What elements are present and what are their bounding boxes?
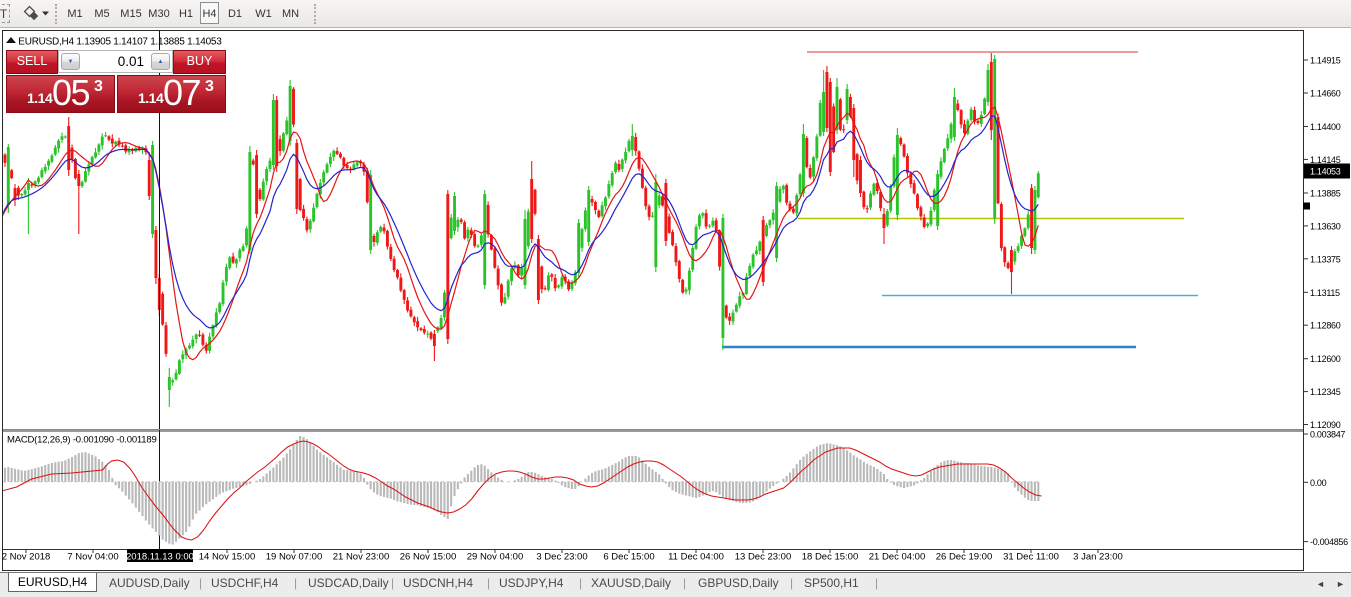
svg-text:1.12600: 1.12600: [1310, 354, 1341, 364]
svg-text:26 Dec 19:00: 26 Dec 19:00: [936, 552, 993, 563]
svg-text:MACD(12,26,9) -0.001090 -0.001: MACD(12,26,9) -0.001090 -0.001189: [7, 435, 157, 446]
svg-text:18 Dec 15:00: 18 Dec 15:00: [802, 552, 859, 563]
svg-text:29 Nov 04:00: 29 Nov 04:00: [467, 552, 524, 563]
svg-text:14 Nov 15:00: 14 Nov 15:00: [199, 552, 256, 563]
svg-text:6 Dec 15:00: 6 Dec 15:00: [603, 552, 654, 563]
svg-text:3 Jan 23:00: 3 Jan 23:00: [1073, 552, 1123, 563]
svg-text:2018.11.13 0:00: 2018.11.13 0:00: [126, 552, 194, 563]
svg-text:1.14145: 1.14145: [1310, 155, 1341, 165]
svg-text:0.003847: 0.003847: [1310, 430, 1345, 440]
svg-text:1.13375: 1.13375: [1310, 254, 1341, 264]
svg-text:1.14400: 1.14400: [1310, 122, 1341, 132]
svg-text:13 Dec 23:00: 13 Dec 23:00: [735, 552, 792, 563]
svg-text:7 Nov 04:00: 7 Nov 04:00: [67, 552, 118, 563]
svg-text:21 Dec 04:00: 21 Dec 04:00: [869, 552, 926, 563]
svg-text:3 Dec 23:00: 3 Dec 23:00: [536, 552, 587, 563]
svg-text:1.12090: 1.12090: [1310, 420, 1341, 430]
svg-text:1.13115: 1.13115: [1310, 288, 1340, 298]
svg-text:1.13885: 1.13885: [1310, 189, 1341, 199]
svg-text:19 Nov 07:00: 19 Nov 07:00: [266, 552, 323, 563]
svg-text:2 Nov 2018: 2 Nov 2018: [2, 552, 51, 563]
svg-text:1.14660: 1.14660: [1310, 89, 1341, 99]
svg-text:-0.004856: -0.004856: [1310, 537, 1348, 547]
svg-text:26 Nov 15:00: 26 Nov 15:00: [400, 552, 457, 563]
svg-text:31 Dec 11:00: 31 Dec 11:00: [1003, 552, 1059, 563]
svg-text:11 Dec 04:00: 11 Dec 04:00: [668, 552, 724, 563]
svg-text:1.14053: 1.14053: [1310, 167, 1341, 177]
svg-text:1.14915: 1.14915: [1310, 56, 1341, 66]
svg-text:21 Nov 23:00: 21 Nov 23:00: [333, 552, 390, 563]
svg-text:1.12345: 1.12345: [1310, 387, 1341, 397]
svg-text:0.00: 0.00: [1310, 478, 1327, 488]
svg-text:1.12860: 1.12860: [1310, 321, 1341, 331]
svg-text:EURUSD,H4 1.13905 1.14107 1.1: EURUSD,H4 1.13905 1.14107 1.13885 1.1405…: [18, 37, 222, 48]
svg-text:1.13630: 1.13630: [1310, 221, 1341, 231]
